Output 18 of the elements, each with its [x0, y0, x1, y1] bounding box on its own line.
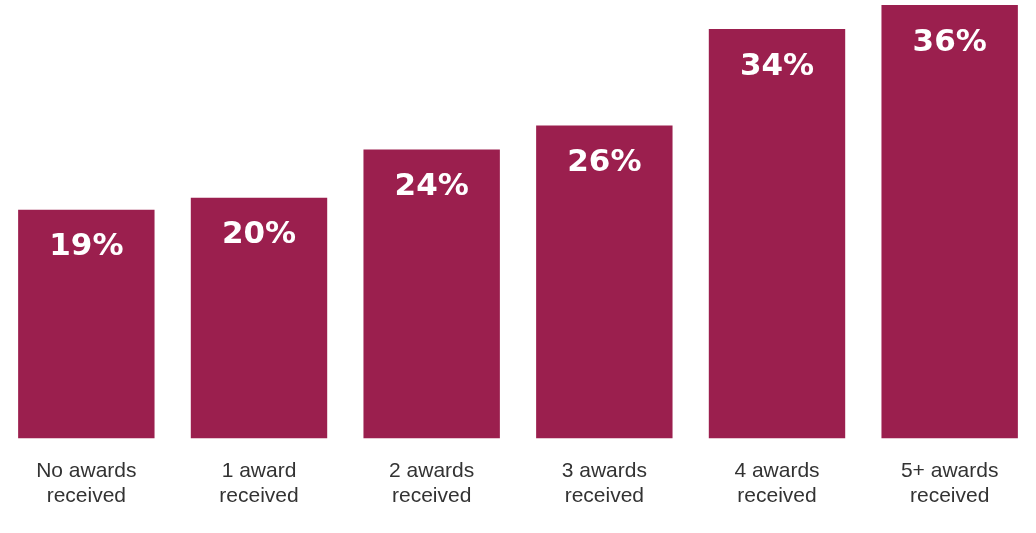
data-label: 20%: [221, 214, 297, 251]
bar: [881, 5, 1018, 439]
x-tick-label: No awards received: [36, 458, 137, 507]
x-tick-label: 3 awards received: [561, 458, 647, 507]
bar: [708, 29, 846, 439]
data-label: 36%: [912, 21, 987, 58]
x-tick-label: 2 awards received: [389, 458, 475, 507]
data-label: 19%: [49, 226, 124, 263]
x-tick-label: 5+ awards received: [900, 458, 999, 507]
data-label: 26%: [567, 141, 642, 178]
bar: [363, 149, 500, 439]
bar: [190, 197, 328, 439]
data-label: 34%: [739, 45, 815, 82]
x-tick-label: 1 award received: [219, 458, 299, 507]
bar: [536, 125, 673, 439]
bar: [18, 209, 155, 439]
x-tick-label: 4 awards received: [734, 458, 820, 507]
data-label: 24%: [394, 166, 469, 203]
